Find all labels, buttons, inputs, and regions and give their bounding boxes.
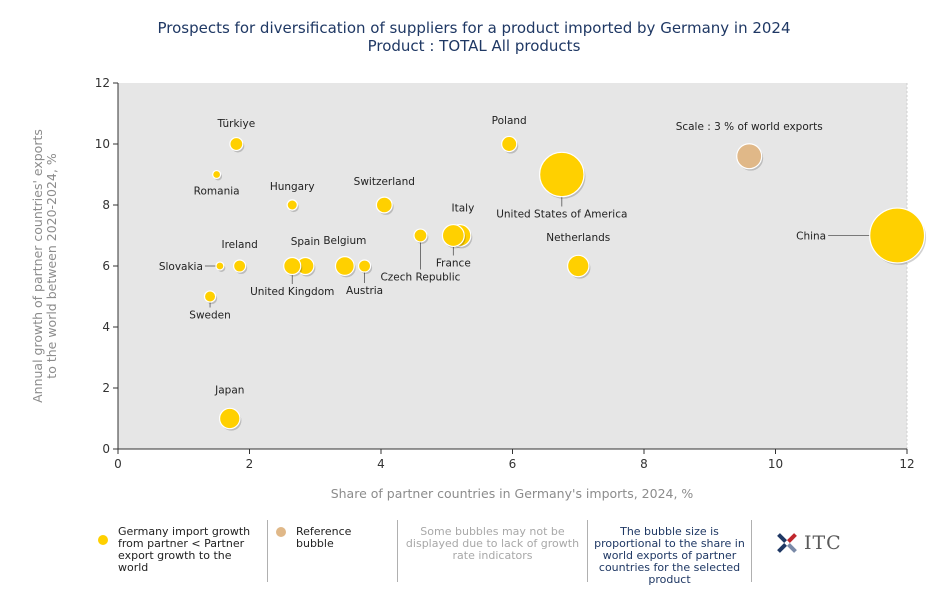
y-tick-label: 4 bbox=[102, 320, 110, 334]
bubble-chart: Prospects for diversification of supplie… bbox=[30, 19, 927, 501]
x-tick-label: 0 bbox=[114, 457, 122, 471]
legend-item-import-growth: Germany import growth from partner < Par… bbox=[90, 520, 268, 582]
bubble-label-scale-3-of-world-exports: Scale : 3 % of world exports bbox=[676, 121, 823, 133]
y-tick-label: 2 bbox=[102, 381, 110, 395]
y-tick-label: 0 bbox=[102, 442, 110, 456]
bubble-netherlands[interactable] bbox=[566, 254, 590, 278]
bubble-label-spain: Spain bbox=[291, 236, 320, 248]
chart-subtitle: Product : TOTAL All products bbox=[368, 37, 581, 55]
y-tick-label: 6 bbox=[102, 259, 110, 273]
y-tick-label: 12 bbox=[95, 76, 110, 90]
bubble-label-austria: Austria bbox=[346, 285, 383, 297]
bubble-label-slovakia: Slovakia bbox=[159, 261, 203, 273]
bubble-label-belgium: Belgium bbox=[323, 235, 366, 247]
bubble-label-japan: Japan bbox=[214, 385, 244, 397]
bubble-japan[interactable] bbox=[218, 407, 241, 430]
legend: Germany import growth from partner < Par… bbox=[90, 520, 862, 586]
bubble-label-united-kingdom: United Kingdom bbox=[250, 286, 334, 298]
chart-title: Prospects for diversification of supplie… bbox=[157, 19, 790, 37]
bubble-label-italy: Italy bbox=[452, 203, 475, 215]
x-tick-label: 2 bbox=[246, 457, 254, 471]
bubble-scale-3-of-world-exports[interactable] bbox=[736, 143, 763, 170]
legend-item-import-growth-label: Germany import growth from partner < Par… bbox=[118, 525, 251, 574]
bubble-belgium[interactable] bbox=[334, 256, 355, 276]
yellow-dot-icon bbox=[98, 535, 108, 545]
bubble-czech-republic[interactable] bbox=[413, 228, 428, 243]
bubble-romania[interactable] bbox=[212, 169, 222, 180]
bubble-t-rkiye[interactable] bbox=[229, 136, 244, 152]
bubble-label-poland: Poland bbox=[492, 115, 527, 127]
bubble-label-ireland: Ireland bbox=[221, 239, 257, 251]
bubble-label-united-states-of-america: United States of America bbox=[496, 209, 627, 221]
bubble-label-switzerland: Switzerland bbox=[354, 176, 415, 188]
itc-logo-text: ITC bbox=[804, 532, 842, 554]
bubble-label-t-rkiye: Türkiye bbox=[217, 118, 256, 130]
tan-dot-icon bbox=[276, 527, 286, 537]
bubble-label-netherlands: Netherlands bbox=[546, 232, 610, 244]
bubble-switzerland[interactable] bbox=[375, 196, 393, 214]
bubble-label-sweden: Sweden bbox=[189, 310, 231, 322]
bubble-label-hungary: Hungary bbox=[270, 181, 315, 193]
legend-note-bubble-size: The bubble size is proportional to the s… bbox=[588, 520, 752, 586]
bubble-china[interactable] bbox=[869, 207, 926, 264]
bubble-label-czech-republic: Czech Republic bbox=[380, 272, 460, 284]
y-tick-label: 8 bbox=[102, 198, 110, 212]
x-tick-label: 4 bbox=[377, 457, 385, 471]
bubble-slovakia[interactable] bbox=[215, 261, 225, 271]
x-tick-label: 12 bbox=[899, 457, 914, 471]
bubble-united-states-of-america[interactable] bbox=[539, 151, 585, 198]
bubble-label-france: France bbox=[436, 258, 471, 270]
bubble-label-china: China bbox=[796, 231, 826, 243]
x-tick-label: 10 bbox=[768, 457, 783, 471]
bubble-hungary[interactable] bbox=[286, 199, 298, 211]
bubble-united-kingdom[interactable] bbox=[283, 256, 302, 276]
x-axis-title: Share of partner countries in Germany's … bbox=[331, 486, 694, 501]
legend-note-missing: Some bubbles may not be displayed due to… bbox=[398, 520, 588, 582]
x-tick-label: 6 bbox=[509, 457, 517, 471]
y-axis-title-line1: Annual growth of partner countries' expo… bbox=[30, 129, 45, 403]
bubble-france[interactable] bbox=[441, 223, 465, 248]
bubble-label-romania: Romania bbox=[194, 186, 240, 198]
itc-logo-icon bbox=[777, 533, 797, 553]
y-axis-title-line2: to the world between 2020-2024, % bbox=[44, 153, 59, 379]
bubble-poland[interactable] bbox=[501, 135, 518, 153]
bubble-austria[interactable] bbox=[357, 259, 372, 273]
legend-item-reference: Reference bubble bbox=[268, 520, 398, 582]
x-tick-label: 8 bbox=[640, 457, 648, 471]
y-tick-label: 10 bbox=[95, 137, 110, 151]
bubble-sweden[interactable] bbox=[203, 290, 217, 303]
legend-item-reference-label: Reference bubble bbox=[296, 525, 352, 550]
bubble-ireland[interactable] bbox=[233, 259, 247, 273]
itc-logo: ITC bbox=[752, 520, 862, 582]
